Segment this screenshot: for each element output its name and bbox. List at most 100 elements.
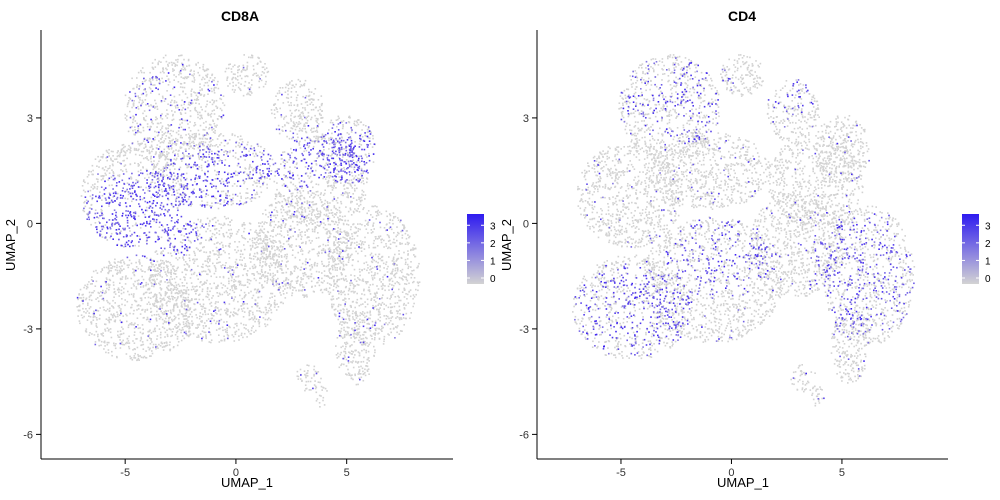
data-point	[106, 341, 109, 344]
data-point	[363, 289, 365, 292]
data-point	[101, 269, 104, 271]
data-point	[148, 301, 150, 304]
data-point	[396, 312, 399, 315]
data-point	[279, 291, 281, 294]
data-point	[144, 297, 146, 299]
data-point	[374, 349, 376, 351]
data-point	[117, 334, 119, 337]
data-point	[338, 209, 341, 212]
data-point	[257, 145, 260, 147]
data-point	[255, 304, 257, 306]
data-point	[251, 244, 254, 247]
data-point	[160, 310, 162, 313]
data-point	[398, 305, 401, 308]
data-point	[309, 138, 311, 140]
data-point	[179, 178, 182, 181]
data-point	[379, 235, 382, 237]
data-point	[191, 102, 194, 104]
data-point	[281, 246, 284, 248]
data-point	[211, 74, 213, 77]
data-point	[383, 338, 385, 340]
data-point	[162, 204, 165, 207]
data-point	[181, 119, 184, 122]
data-point	[357, 252, 359, 255]
data-point	[352, 193, 354, 195]
data-point	[219, 107, 222, 110]
data-point	[334, 244, 336, 246]
data-point	[202, 135, 205, 138]
data-point	[256, 241, 258, 244]
data-point	[170, 282, 172, 285]
data-point	[182, 257, 184, 259]
data-point	[126, 277, 129, 280]
data-point	[105, 174, 107, 176]
data-point	[378, 302, 380, 305]
data-point	[108, 328, 110, 331]
data-point	[358, 323, 360, 326]
data-point	[85, 287, 88, 290]
data-point	[118, 295, 120, 297]
data-point	[152, 263, 154, 266]
data-point	[372, 225, 374, 227]
data-point	[312, 219, 315, 222]
data-point	[192, 140, 195, 143]
data-point	[336, 280, 338, 282]
data-point	[353, 211, 355, 214]
data-point	[210, 239, 213, 242]
data-point	[134, 357, 137, 359]
data-point	[135, 266, 138, 268]
data-point	[209, 138, 211, 140]
data-point	[301, 250, 304, 252]
data-point	[312, 201, 314, 203]
data-point	[228, 253, 230, 255]
data-point	[347, 368, 349, 371]
data-point	[194, 92, 196, 94]
data-point	[152, 346, 154, 349]
data-point	[166, 90, 168, 92]
data-point	[195, 327, 197, 329]
data-point	[263, 238, 265, 240]
data-point	[351, 264, 354, 267]
data-point	[144, 356, 147, 359]
data-point	[162, 166, 165, 168]
data-point	[339, 218, 342, 220]
data-point	[156, 260, 159, 263]
data-point	[199, 111, 201, 114]
data-point	[213, 243, 216, 245]
data-point	[343, 188, 346, 190]
data-point	[222, 190, 225, 193]
data-point	[238, 281, 241, 284]
data-point	[141, 67, 144, 69]
data-point	[79, 309, 81, 312]
data-point	[163, 320, 166, 322]
data-point	[362, 177, 364, 179]
data-point	[169, 281, 171, 283]
data-point	[201, 200, 203, 202]
data-point	[190, 103, 193, 105]
data-point	[190, 288, 193, 291]
data-point	[269, 178, 271, 180]
data-point	[333, 184, 335, 186]
data-point	[193, 148, 195, 150]
data-point	[344, 342, 346, 344]
data-point	[304, 125, 306, 127]
data-point	[122, 146, 125, 149]
data-point	[327, 237, 330, 239]
data-point	[245, 324, 247, 326]
data-point	[105, 277, 108, 279]
data-point	[247, 241, 249, 243]
data-point	[379, 257, 382, 260]
data-point	[195, 134, 197, 137]
data-point	[241, 297, 244, 300]
data-point	[248, 168, 250, 170]
data-point	[104, 172, 107, 175]
data-point	[394, 253, 396, 256]
data-point	[200, 266, 203, 268]
data-point	[351, 241, 353, 244]
data-point	[345, 278, 347, 280]
data-point	[401, 242, 403, 245]
data-point	[398, 276, 401, 279]
data-point	[171, 99, 173, 102]
data-point	[310, 109, 313, 111]
data-point	[303, 286, 305, 289]
